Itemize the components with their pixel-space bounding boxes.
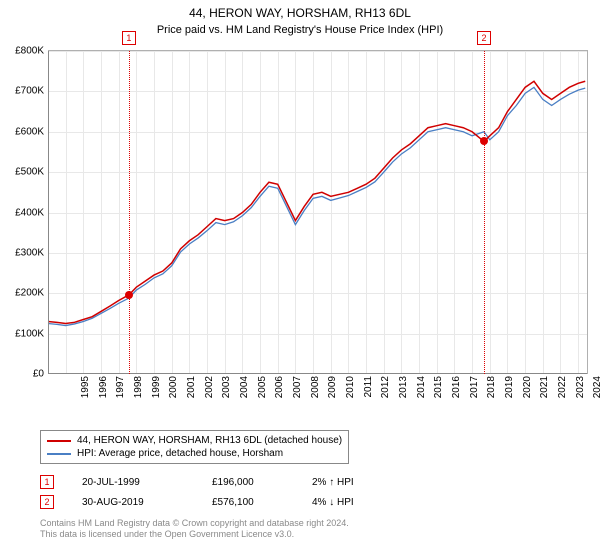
x-axis-label: 2005	[257, 376, 268, 416]
y-axis-label: £300K	[15, 247, 48, 258]
x-axis-label: 2024	[592, 376, 600, 416]
sale-marker-box: 2	[477, 31, 491, 45]
y-axis-label: £600K	[15, 126, 48, 137]
x-axis-label: 2020	[522, 376, 533, 416]
sale-marker-box: 1	[122, 31, 136, 45]
sale-row-marker: 2	[40, 495, 54, 509]
x-axis-label: 2001	[186, 376, 197, 416]
sale-date: 20-JUL-1999	[82, 477, 212, 488]
legend-label: HPI: Average price, detached house, Hors…	[77, 448, 283, 459]
sale-price: £576,100	[212, 497, 312, 508]
x-axis-label: 2019	[504, 376, 515, 416]
x-axis-label: 1996	[98, 376, 109, 416]
x-axis-label: 2017	[469, 376, 480, 416]
sale-delta: 4% ↓ HPI	[312, 497, 392, 508]
chart-subtitle: Price paid vs. HM Land Registry's House …	[0, 20, 600, 42]
x-axis-label: 2014	[416, 376, 427, 416]
y-axis-label: £700K	[15, 86, 48, 97]
y-axis-label: £400K	[15, 207, 48, 218]
y-axis-label: £800K	[15, 46, 48, 57]
x-axis-label: 1997	[115, 376, 126, 416]
legend-swatch	[47, 453, 71, 455]
sale-price: £196,000	[212, 477, 312, 488]
sale-marker-line	[129, 51, 130, 374]
x-axis-label: 2023	[575, 376, 586, 416]
x-axis-label: 1999	[151, 376, 162, 416]
footer-line: Contains HM Land Registry data © Crown c…	[40, 518, 588, 529]
x-axis-label: 2004	[239, 376, 250, 416]
x-axis-label: 2010	[345, 376, 356, 416]
sale-row: 2 30-AUG-2019£576,1004% ↓ HPI	[40, 492, 588, 512]
chart-container: 44, HERON WAY, HORSHAM, RH13 6DL Price p…	[0, 0, 600, 560]
y-axis-label: £500K	[15, 167, 48, 178]
sale-marker-dot	[125, 291, 133, 299]
legend-item: HPI: Average price, detached house, Hors…	[47, 447, 342, 460]
x-axis-label: 2015	[433, 376, 444, 416]
footer-attribution: Contains HM Land Registry data © Crown c…	[40, 518, 588, 541]
x-axis-label: 1998	[133, 376, 144, 416]
sale-date: 30-AUG-2019	[82, 497, 212, 508]
plot-region: £0£100K£200K£300K£400K£500K£600K£700K£80…	[48, 50, 588, 374]
x-axis-label: 2003	[221, 376, 232, 416]
x-axis-label: 2018	[486, 376, 497, 416]
sale-marker-dot	[480, 137, 488, 145]
legend-swatch	[47, 440, 71, 442]
x-axis-label: 2016	[451, 376, 462, 416]
x-axis-label: 2011	[363, 376, 374, 416]
y-axis-label: £100K	[15, 328, 48, 339]
y-axis-label: £200K	[15, 288, 48, 299]
x-axis-label: 2007	[292, 376, 303, 416]
sale-marker-line	[484, 51, 485, 374]
x-axis-label: 2022	[557, 376, 568, 416]
legend-item: 44, HERON WAY, HORSHAM, RH13 6DL (detach…	[47, 434, 342, 447]
x-axis-label: 2013	[398, 376, 409, 416]
x-axis-label: 2008	[310, 376, 321, 416]
x-axis-label: 1995	[80, 376, 91, 416]
x-axis-label: 2002	[204, 376, 215, 416]
x-axis-label: 2021	[539, 376, 550, 416]
x-axis-label: 2006	[274, 376, 285, 416]
legend-label: 44, HERON WAY, HORSHAM, RH13 6DL (detach…	[77, 435, 342, 446]
y-axis-label: £0	[33, 369, 48, 380]
chart-title: 44, HERON WAY, HORSHAM, RH13 6DL	[0, 0, 600, 20]
sale-row-marker: 1	[40, 475, 54, 489]
sales-table: 1 20-JUL-1999£196,0002% ↑ HPI 2 30-AUG-2019…	[40, 472, 588, 512]
chart-area: £0£100K£200K£300K£400K£500K£600K£700K£80…	[40, 42, 588, 392]
x-axis-label: 2000	[168, 376, 179, 416]
x-axis-label: 2009	[327, 376, 338, 416]
sale-row: 1 20-JUL-1999£196,0002% ↑ HPI	[40, 472, 588, 492]
legend: 44, HERON WAY, HORSHAM, RH13 6DL (detach…	[40, 430, 349, 464]
footer-line: This data is licensed under the Open Gov…	[40, 529, 588, 540]
x-axis-label: 2012	[380, 376, 391, 416]
sale-delta: 2% ↑ HPI	[312, 477, 392, 488]
